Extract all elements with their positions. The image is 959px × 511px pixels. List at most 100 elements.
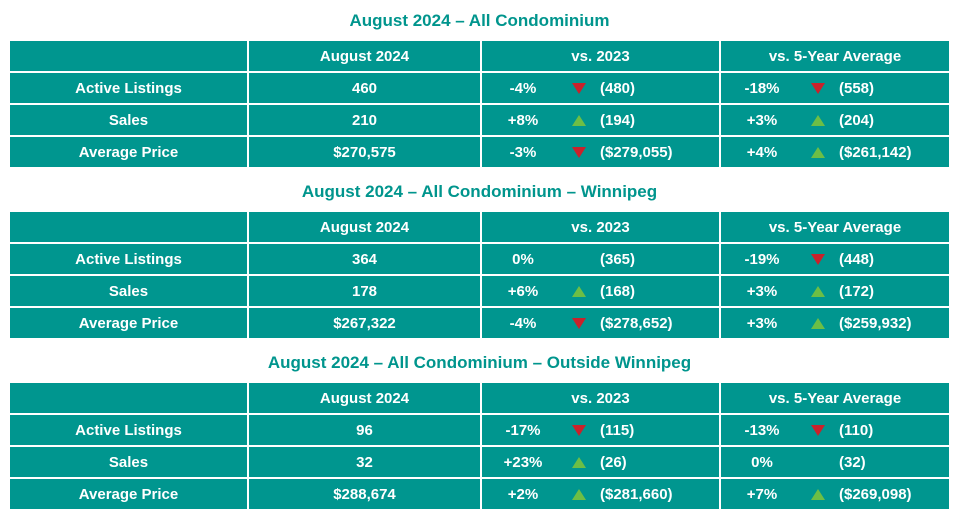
vs-5yr-cell: -13% (110)	[721, 415, 949, 445]
trend-arrow-icon	[572, 114, 586, 126]
pct-change: 0%	[512, 250, 534, 268]
header-cell-current-month: August 2024	[249, 212, 480, 242]
stats-table-winnipeg: August 2024 vs. 2023 vs. 5-Year Average …	[10, 212, 949, 338]
reference-value: (172)	[839, 282, 875, 300]
trend-arrow-icon	[572, 146, 586, 158]
stats-table-outside-winnipeg: August 2024 vs. 2023 vs. 5-Year Average …	[10, 383, 949, 509]
trend-arrow-icon	[811, 285, 825, 297]
reference-value: ($278,652)	[600, 314, 673, 332]
trend-arrow-icon	[572, 285, 586, 297]
reference-value: ($269,098)	[839, 485, 912, 503]
current-value: 210	[249, 105, 480, 135]
pct-change: -18%	[744, 79, 780, 97]
reference-value: ($259,932)	[839, 314, 912, 332]
reference-value: (32)	[839, 453, 866, 471]
trend-arrow-icon	[572, 424, 586, 436]
current-value: $267,322	[249, 308, 480, 338]
header-cell-vs-5yr: vs. 5-Year Average	[721, 41, 949, 71]
current-value: $288,674	[249, 479, 480, 509]
vs-5yr-cell: +4% ($261,142)	[721, 137, 949, 167]
row-label: Average Price	[10, 479, 247, 509]
current-value: 178	[249, 276, 480, 306]
vs-5yr-cell: -19% (448)	[721, 244, 949, 274]
current-value: 96	[249, 415, 480, 445]
reference-value: (110)	[839, 421, 874, 439]
pct-change: +7%	[746, 485, 778, 503]
table-title: August 2024 – All Condominium – Winnipeg	[301, 182, 658, 201]
stats-table-all: August 2024 vs. 2023 vs. 5-Year Average …	[10, 41, 949, 167]
trend-arrow-icon	[572, 317, 586, 329]
pct-change: +3%	[746, 111, 778, 129]
pct-change: +3%	[746, 282, 778, 300]
trend-arrow-icon	[811, 146, 825, 158]
pct-change: -17%	[505, 421, 541, 439]
header-cell-blank	[10, 212, 247, 242]
pct-change: +4%	[746, 143, 778, 161]
reference-value: (194)	[600, 111, 636, 129]
vs-2023-cell: -4% (480)	[482, 73, 719, 103]
section-outside-winnipeg: August 2024 – All Condominium – Outside …	[0, 351, 959, 509]
trend-arrow-icon	[811, 114, 825, 126]
current-value: 364	[249, 244, 480, 274]
current-value: $270,575	[249, 137, 480, 167]
table-title: August 2024 – All Condominium	[349, 11, 610, 30]
vs-5yr-cell: +7% ($269,098)	[721, 479, 949, 509]
vs-2023-cell: +8% (194)	[482, 105, 719, 135]
current-value: 32	[249, 447, 480, 477]
header-cell-vs-2023: vs. 2023	[482, 383, 719, 413]
header-cell-vs-2023: vs. 2023	[482, 212, 719, 242]
reference-value: ($279,055)	[600, 143, 673, 161]
header-cell-vs-2023: vs. 2023	[482, 41, 719, 71]
row-label: Average Price	[10, 308, 247, 338]
vs-5yr-cell: 0% (32)	[721, 447, 949, 477]
trend-arrow-icon	[811, 424, 825, 436]
table-title: August 2024 – All Condominium – Outside …	[267, 353, 692, 372]
reference-value: (448)	[839, 250, 875, 268]
header-cell-current-month: August 2024	[249, 383, 480, 413]
reference-value: (115)	[600, 421, 635, 439]
row-label: Sales	[10, 105, 247, 135]
trend-arrow-icon	[811, 317, 825, 329]
reference-value: ($261,142)	[839, 143, 912, 161]
pct-change: -19%	[744, 250, 780, 268]
pct-change: +6%	[507, 282, 539, 300]
trend-arrow-icon	[811, 488, 825, 500]
reference-value: (558)	[839, 79, 875, 97]
vs-2023-cell: -4% ($278,652)	[482, 308, 719, 338]
reference-value: (480)	[600, 79, 636, 97]
vs-2023-cell: +2% ($281,660)	[482, 479, 719, 509]
pct-change: -3%	[509, 143, 537, 161]
header-cell-current-month: August 2024	[249, 41, 480, 71]
pct-change: +3%	[746, 314, 778, 332]
reference-value: (168)	[600, 282, 636, 300]
row-label: Active Listings	[10, 415, 247, 445]
row-label: Sales	[10, 276, 247, 306]
pct-change: -4%	[509, 79, 537, 97]
vs-5yr-cell: -18% (558)	[721, 73, 949, 103]
section-all-condominium: August 2024 – All Condominium August 202…	[0, 9, 959, 167]
header-cell-blank	[10, 383, 247, 413]
row-label: Sales	[10, 447, 247, 477]
vs-5yr-cell: +3% (204)	[721, 105, 949, 135]
header-cell-vs-5yr: vs. 5-Year Average	[721, 383, 949, 413]
pct-change: -13%	[744, 421, 780, 439]
reference-value: (204)	[839, 111, 875, 129]
vs-2023-cell: 0% (365)	[482, 244, 719, 274]
reference-value: (26)	[600, 453, 627, 471]
pct-change: +23%	[503, 453, 543, 471]
current-value: 460	[249, 73, 480, 103]
reference-value: ($281,660)	[600, 485, 673, 503]
pct-change: +8%	[507, 111, 539, 129]
vs-2023-cell: -17% (115)	[482, 415, 719, 445]
vs-2023-cell: -3% ($279,055)	[482, 137, 719, 167]
vs-5yr-cell: +3% (172)	[721, 276, 949, 306]
pct-change: 0%	[751, 453, 773, 471]
pct-change: +2%	[507, 485, 539, 503]
trend-arrow-icon	[811, 253, 825, 265]
pct-change: -4%	[509, 314, 537, 332]
trend-arrow-icon	[811, 82, 825, 94]
vs-5yr-cell: +3% ($259,932)	[721, 308, 949, 338]
row-label: Active Listings	[10, 73, 247, 103]
row-label: Average Price	[10, 137, 247, 167]
